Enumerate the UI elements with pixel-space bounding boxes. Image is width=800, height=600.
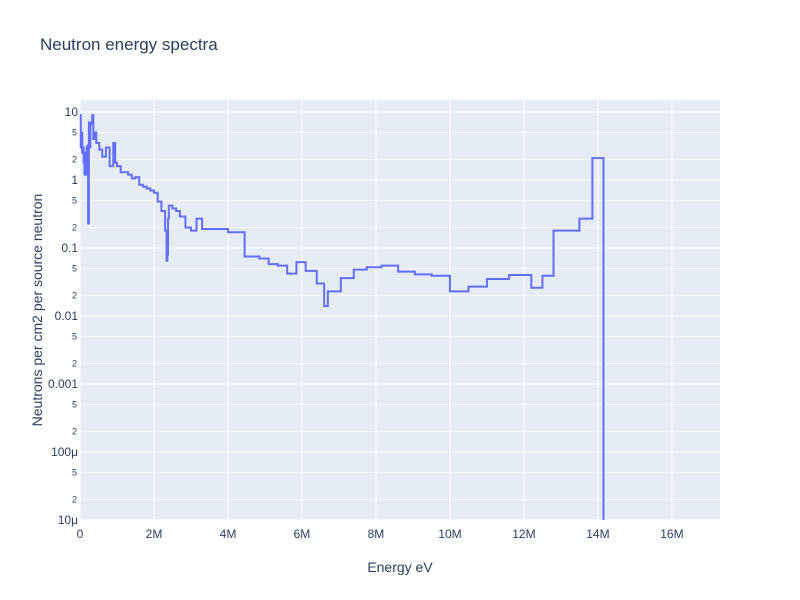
y-tick-label: 10μ bbox=[58, 513, 78, 527]
x-tick-label: 12M bbox=[512, 527, 535, 541]
x-tick-label: 4M bbox=[220, 527, 237, 541]
y-minor-tick-label: 5 bbox=[72, 331, 77, 341]
gridlines bbox=[79, 100, 720, 521]
y-tick-label: 0.1 bbox=[61, 241, 78, 255]
y-minor-tick-label: 2 bbox=[72, 359, 77, 369]
x-axis-title: Energy eV bbox=[367, 559, 433, 575]
y-minor-tick-label: 2 bbox=[72, 223, 77, 233]
y-minor-tick-label: 2 bbox=[72, 427, 77, 437]
y-minor-tick-label: 5 bbox=[72, 467, 77, 477]
y-tick-label: 100μ bbox=[51, 445, 78, 459]
x-tick-label: 14M bbox=[586, 527, 609, 541]
y-minor-tick-label: 5 bbox=[72, 399, 77, 409]
y-axis-title: Neutrons per cm2 per source neutron bbox=[29, 194, 45, 427]
y-tick-label: 10 bbox=[65, 105, 79, 119]
y-minor-tick-label: 2 bbox=[72, 495, 77, 505]
series-layer bbox=[79, 114, 605, 520]
x-tick-label: 10M bbox=[438, 527, 461, 541]
y-minor-tick-label: 2 bbox=[72, 155, 77, 165]
x-tick-label: 16M bbox=[660, 527, 683, 541]
y-axis-ticks: 5 2 5 2 5 2 5 2 5 2 5 2 10 1 0.1 0.01 0.001 100μ 10μ bbox=[48, 105, 78, 527]
y-tick-label: 1 bbox=[71, 173, 78, 187]
y-minor-tick-label: 5 bbox=[72, 195, 77, 205]
spectrum-line bbox=[79, 114, 605, 520]
chart-title: Neutron energy spectra bbox=[40, 35, 218, 54]
x-tick-label: 6M bbox=[294, 527, 311, 541]
y-minor-tick-label: 2 bbox=[72, 291, 77, 301]
x-tick-label: 2M bbox=[146, 527, 163, 541]
y-tick-label: 0.01 bbox=[55, 309, 79, 323]
x-tick-label: 8M bbox=[368, 527, 385, 541]
y-tick-label: 0.001 bbox=[48, 377, 78, 391]
x-axis-ticks: 0 2M 4M 6M 8M 10M 12M 14M 16M bbox=[77, 527, 684, 541]
y-minor-tick-label: 5 bbox=[72, 263, 77, 273]
y-minor-tick-label: 5 bbox=[72, 127, 77, 137]
x-tick-label: 0 bbox=[77, 527, 84, 541]
plot-background bbox=[80, 100, 720, 520]
